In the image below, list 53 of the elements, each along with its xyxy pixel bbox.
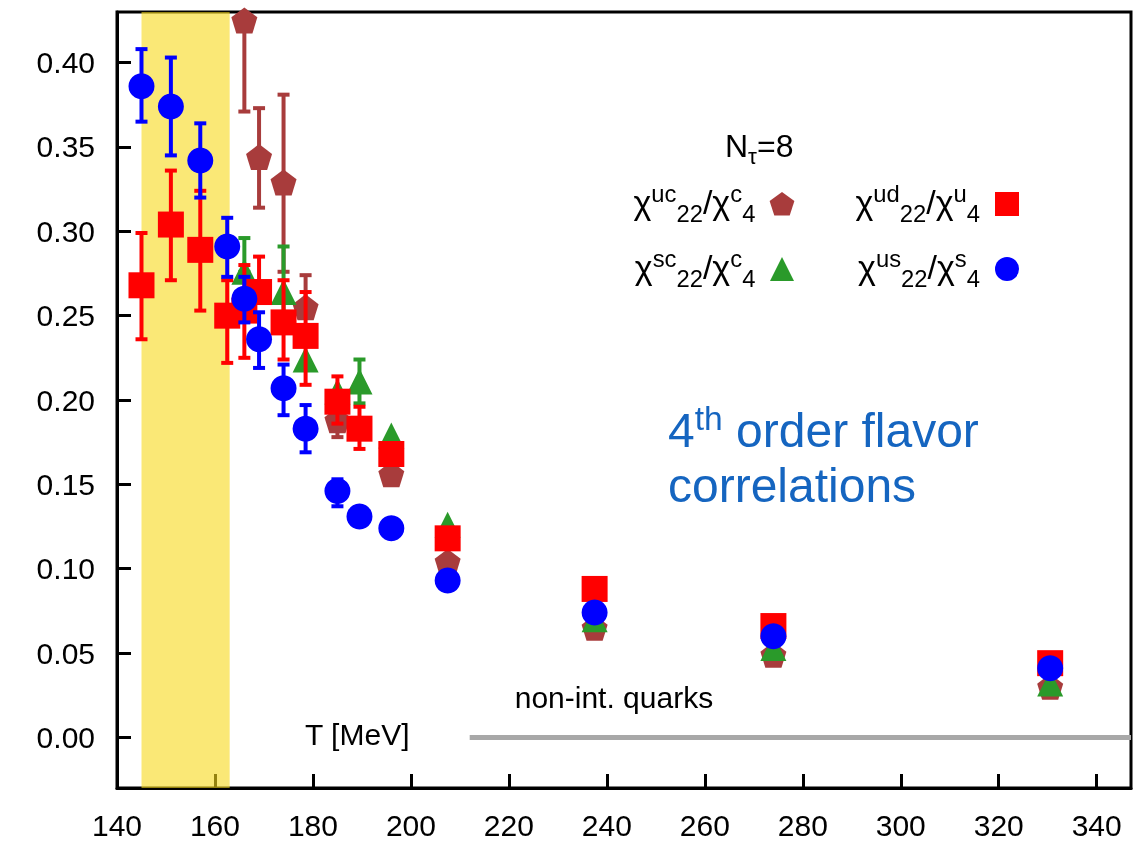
point	[214, 233, 241, 260]
point	[292, 415, 319, 442]
x-tick-label: 320	[973, 808, 1024, 842]
series-label: non-int. quarks	[514, 680, 714, 714]
point	[1037, 655, 1064, 682]
x-tick-label: 340	[1071, 808, 1122, 842]
x-tick-label: 300	[875, 808, 926, 842]
point	[270, 375, 297, 402]
point	[760, 623, 787, 650]
point	[128, 272, 155, 299]
y-tick-label: 0.05	[36, 636, 95, 670]
annotation: 4$^{th}$ order flavor correlations	[668, 400, 979, 514]
x-tick-label: 200	[385, 808, 436, 842]
y-tick-label: 0.10	[36, 552, 95, 586]
point	[157, 93, 184, 120]
x-tick-label: 180	[287, 808, 338, 842]
point	[378, 440, 405, 467]
legend-title: N$_{τ}$=8	[725, 128, 794, 171]
point	[270, 169, 297, 196]
point	[346, 415, 373, 442]
point	[378, 515, 405, 542]
y-tick-label: 0.00	[36, 720, 95, 754]
x-tick-label: 160	[189, 808, 240, 842]
point	[324, 478, 351, 505]
point	[246, 326, 273, 353]
point	[581, 599, 608, 626]
x-tick-label: 220	[483, 808, 534, 842]
point	[346, 368, 373, 395]
point	[434, 567, 461, 594]
point	[270, 309, 297, 336]
point	[187, 147, 214, 174]
point	[187, 236, 214, 263]
x-tick-label: 240	[581, 808, 632, 842]
y-tick-label: 0.15	[36, 467, 95, 501]
point	[324, 388, 351, 415]
x-tick-label: 140	[91, 808, 143, 842]
y-tick-label: 0.20	[36, 383, 95, 417]
point	[246, 144, 273, 171]
x-tick-label: 280	[777, 808, 828, 842]
x-tick-label: 260	[679, 808, 730, 842]
point	[346, 503, 373, 530]
y-tick-label: 0.40	[36, 46, 95, 80]
point	[128, 73, 155, 100]
point	[157, 211, 184, 238]
point	[292, 322, 319, 349]
point	[231, 7, 258, 34]
point	[434, 525, 461, 552]
y-tick-label: 0.35	[36, 130, 95, 164]
y-tick-label: 0.25	[36, 299, 95, 333]
point	[581, 575, 608, 602]
point	[231, 285, 258, 312]
x-axis-title: T [MeV]	[305, 718, 410, 753]
y-tick-label: 0.30	[36, 214, 95, 248]
